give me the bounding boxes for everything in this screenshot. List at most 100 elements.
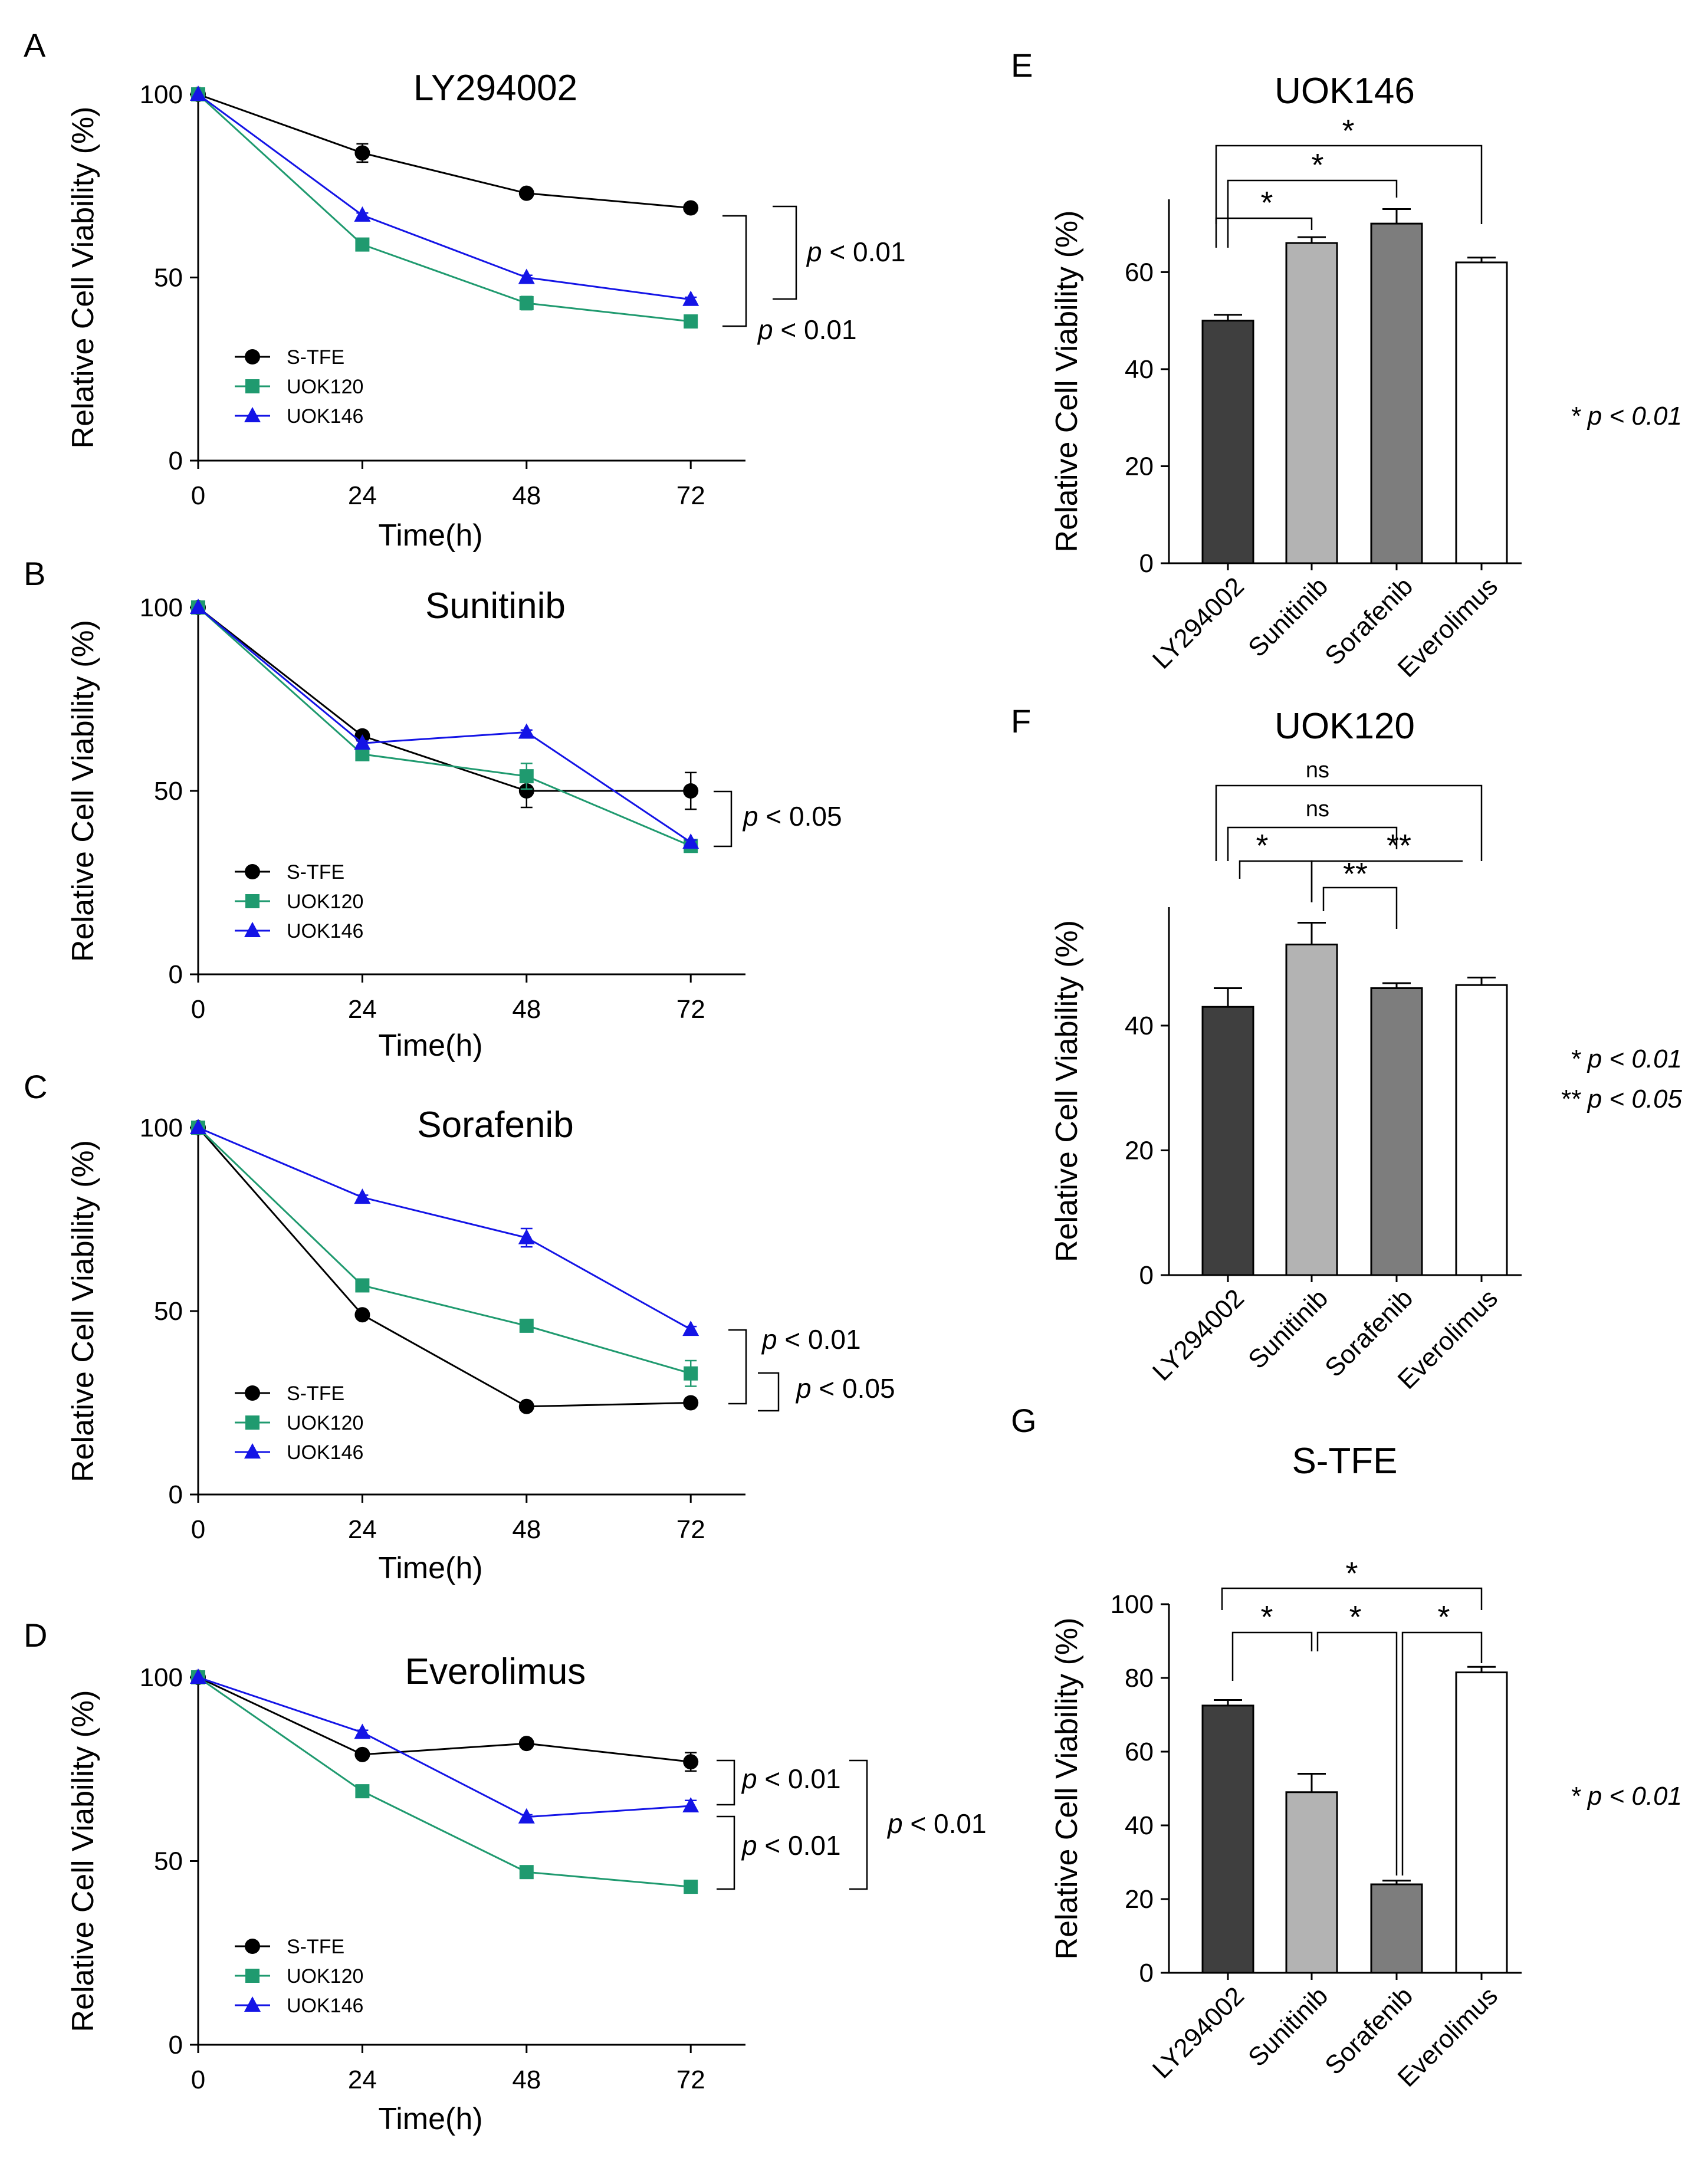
sig-bracket-e bbox=[1227, 179, 1398, 248]
sig-bracket-g bbox=[1316, 1631, 1398, 1875]
sig-bracket-g bbox=[1231, 1631, 1313, 1681]
sig-bracket-e bbox=[1215, 217, 1313, 248]
error-bar-e bbox=[1382, 208, 1411, 224]
data-point-uok146-d bbox=[682, 1797, 699, 1813]
y-tick-label-c: 0 bbox=[169, 1480, 183, 1509]
x-tick-label-a: 0 bbox=[191, 481, 205, 510]
sig-bracket-f bbox=[1310, 860, 1463, 902]
panel-letter-f: F bbox=[1011, 702, 1031, 740]
y-axis-label-d: Relative Cell Viability (%) bbox=[66, 1690, 100, 2032]
p-value-d: p < 0.01 bbox=[741, 1830, 841, 1861]
legend-label-uok146-b: UOK146 bbox=[287, 920, 363, 942]
error-bar-g bbox=[1382, 1880, 1411, 1884]
series-line-uok146-d bbox=[198, 1676, 691, 1818]
data-point-uok146-b bbox=[354, 734, 371, 750]
error-bar-g bbox=[1298, 1773, 1326, 1792]
panel-letter-d: D bbox=[24, 1617, 47, 1654]
series-line-uok120-c bbox=[197, 1126, 691, 1375]
data-point-uok120-b bbox=[519, 769, 534, 784]
chart-title-f: UOK120 bbox=[1275, 706, 1415, 747]
data-point-uok146-d bbox=[190, 1668, 206, 1684]
legend-marker-uok146-b bbox=[244, 922, 261, 937]
sig-star-f: ** bbox=[1387, 828, 1411, 863]
y-tick-label-f: 20 bbox=[1125, 1136, 1154, 1165]
bracket-d bbox=[849, 1759, 868, 1890]
error-bar-g bbox=[1214, 1699, 1242, 1706]
panel-letter-b: B bbox=[24, 555, 45, 592]
significance-note-e: * p < 0.01 bbox=[1570, 402, 1682, 431]
error-bar-e bbox=[1467, 257, 1496, 262]
p-value-d: p < 0.01 bbox=[886, 1808, 987, 1839]
bar-sunitinib-f bbox=[1285, 943, 1338, 1276]
y-tick-label-b: 0 bbox=[169, 960, 183, 989]
x-tick-label-g: LY294002 bbox=[1147, 1981, 1250, 2084]
error-bar-f bbox=[1382, 982, 1411, 988]
sig-star-g: * bbox=[1349, 1599, 1361, 1635]
x-tick-label-b: 0 bbox=[191, 995, 205, 1024]
y-tick-label-a: 0 bbox=[169, 446, 183, 475]
y-axis-label-a: Relative Cell Viability (%) bbox=[66, 107, 100, 449]
data-point-uok146-b bbox=[190, 599, 206, 614]
sig-bracket-f bbox=[1239, 860, 1313, 902]
bar-sorafenib-g bbox=[1370, 1883, 1423, 1974]
p-value-a: p < 0.01 bbox=[757, 314, 857, 345]
x-tick-label-c: 72 bbox=[676, 1515, 705, 1544]
y-tick-label-g: 40 bbox=[1125, 1811, 1154, 1840]
legend-label-uok120-b: UOK120 bbox=[287, 891, 363, 913]
x-tick-label-d: 48 bbox=[512, 2065, 541, 2094]
data-point-uok120-a bbox=[355, 237, 370, 252]
x-tick-label-c: 24 bbox=[348, 1515, 377, 1544]
sig-bracket-g bbox=[1401, 1631, 1483, 1875]
x-tick-label-d: 24 bbox=[348, 2065, 377, 2094]
legend-label-uok120-a: UOK120 bbox=[287, 376, 363, 398]
chart-title-c: Sorafenib bbox=[417, 1105, 573, 1145]
series-line-uok146-a bbox=[198, 93, 691, 301]
error-bar-g bbox=[1467, 1666, 1496, 1673]
legend-label-uok146-d: UOK146 bbox=[287, 1995, 363, 2017]
y-tick-label-g: 100 bbox=[1111, 1590, 1154, 1619]
chart-title-b: Sunitinib bbox=[425, 586, 566, 626]
x-axis-label-d: Time(h) bbox=[378, 2102, 482, 2136]
legend-marker-s-tfe-b bbox=[245, 864, 260, 879]
sig-star-f: * bbox=[1256, 828, 1268, 863]
chart-title-g: S-TFE bbox=[1292, 1441, 1397, 1482]
x-tick-label-c: 0 bbox=[191, 1515, 205, 1544]
legend-marker-uok120-d bbox=[245, 1969, 260, 1983]
series-line-uok146-c bbox=[198, 1126, 691, 1331]
sig-star-e: * bbox=[1260, 185, 1273, 221]
y-axis-label-e: Relative Cell Viability (%) bbox=[1050, 211, 1084, 553]
sig-star-e: * bbox=[1342, 113, 1354, 149]
sig-bracket-f bbox=[1322, 886, 1398, 929]
data-point-s-tfe-b bbox=[683, 783, 699, 799]
sig-star-g: * bbox=[1260, 1599, 1273, 1635]
panel-letter-a: A bbox=[24, 27, 46, 64]
y-tick-label-f: 40 bbox=[1125, 1011, 1154, 1040]
data-point-uok120-d bbox=[519, 1865, 534, 1880]
x-tick-label-a: 72 bbox=[676, 481, 705, 510]
bracket-c bbox=[758, 1372, 780, 1412]
x-axis-label-b: Time(h) bbox=[378, 1029, 482, 1063]
panel-letter-g: G bbox=[1011, 1402, 1037, 1439]
y-tick-label-g: 0 bbox=[1139, 1959, 1154, 1988]
data-point-uok120-c bbox=[684, 1366, 698, 1381]
chart-title-e: UOK146 bbox=[1275, 71, 1415, 111]
error-bar-f bbox=[1214, 987, 1242, 1007]
data-point-s-tfe-c bbox=[354, 1307, 370, 1323]
legend-marker-uok120-a bbox=[245, 379, 260, 393]
y-tick-label-e: 20 bbox=[1125, 452, 1154, 481]
panel-letter-c: C bbox=[24, 1068, 47, 1105]
y-tick-label-g: 20 bbox=[1125, 1885, 1154, 1914]
data-point-uok120-c bbox=[519, 1318, 534, 1333]
bar-sorafenib-e bbox=[1370, 222, 1423, 564]
bracket-a bbox=[773, 205, 797, 300]
data-point-s-tfe-a bbox=[354, 145, 370, 161]
y-tick-label-e: 60 bbox=[1125, 258, 1154, 287]
sig-ns-f: ns bbox=[1306, 797, 1329, 822]
bar-sunitinib-e bbox=[1285, 242, 1338, 564]
sig-star-g: * bbox=[1437, 1599, 1450, 1635]
y-axis-label-g: Relative Cell Viability (%) bbox=[1050, 1618, 1084, 1960]
bar-ly294002-f bbox=[1201, 1006, 1254, 1276]
data-point-uok120-d bbox=[355, 1784, 370, 1799]
y-tick-label-a: 50 bbox=[154, 264, 183, 293]
sig-star-e: * bbox=[1311, 147, 1323, 183]
